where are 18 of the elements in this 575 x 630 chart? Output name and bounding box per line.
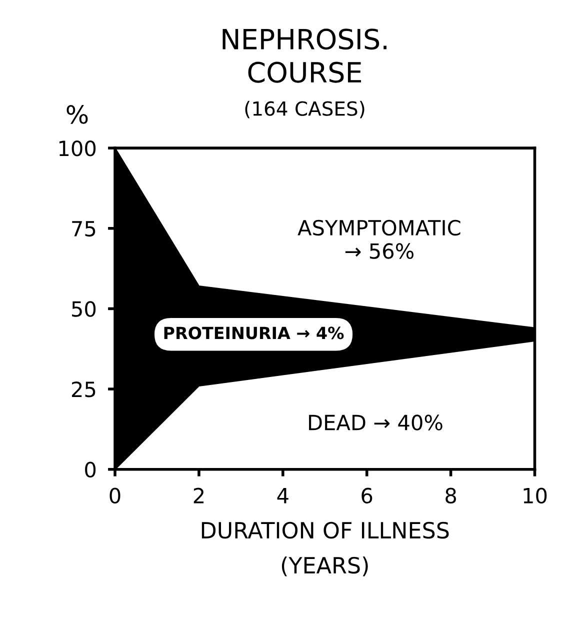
x-tick-label: 4 bbox=[277, 488, 288, 504]
annotation: ASYMPTOMATIC → 56% bbox=[298, 220, 460, 259]
x-tick-label: 10 bbox=[524, 488, 547, 504]
y-axis-title: % bbox=[66, 105, 88, 124]
x-tick-label: 8 bbox=[446, 488, 456, 504]
x-axis-title: DURATION OF ILLNESS (YEARS) bbox=[202, 522, 449, 576]
x-tick-label: 0 bbox=[110, 488, 120, 504]
y-tick-label: 100 bbox=[59, 140, 96, 156]
annotation: PROTEINURIA → 4% bbox=[164, 326, 344, 340]
y-tick-label: 25 bbox=[72, 381, 96, 398]
annotation: DEAD → 40% bbox=[309, 414, 442, 430]
y-tick-label: 75 bbox=[72, 221, 96, 237]
y-tick-label: 0 bbox=[85, 462, 96, 478]
chart-subtitle: (164 CASES) bbox=[245, 100, 364, 118]
chart-title: NEPHROSIS. COURSE bbox=[222, 28, 386, 83]
x-tick-label: 2 bbox=[194, 488, 204, 504]
y-tick-label: 50 bbox=[72, 301, 96, 317]
x-tick-label: 6 bbox=[362, 488, 372, 504]
